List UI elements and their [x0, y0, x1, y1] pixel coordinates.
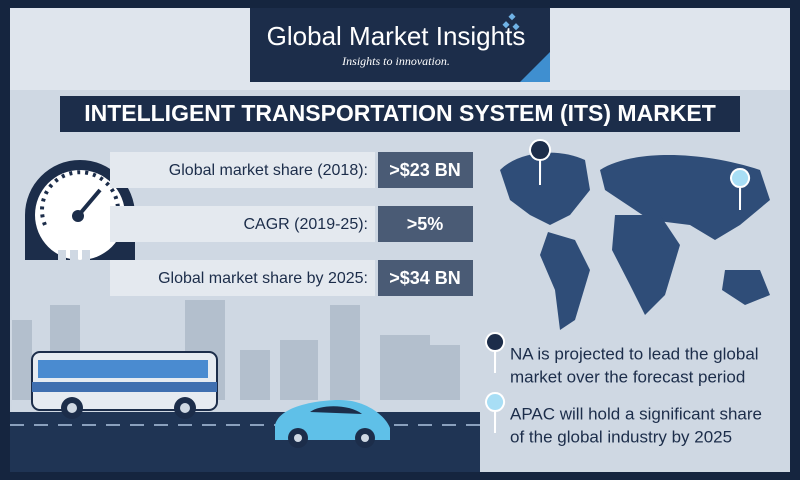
stat-label-box [110, 260, 375, 296]
stat-label: CAGR (2019-25): [244, 216, 369, 233]
stat-label: Global market share (2018): [169, 162, 368, 179]
note-line: market over the forecast period [510, 367, 745, 386]
title-band [60, 96, 740, 132]
logo-corner [520, 52, 550, 82]
note-pin [485, 332, 506, 374]
note-line: NA is projected to lead the global [510, 344, 759, 363]
stat-value: >$34 BN [389, 268, 461, 288]
tagline: Insights to innovation. [341, 54, 450, 68]
stats: Global market share (2018): >$23 BN CAGR (… [110, 152, 473, 296]
note-line: of the global industry by 2025 [510, 427, 732, 446]
stat-value-box [378, 206, 473, 242]
bus [31, 351, 218, 419]
note-pin [485, 392, 506, 434]
stat-value-box [378, 260, 473, 296]
stat-value: >5% [407, 214, 444, 234]
stat-value: >$23 BN [389, 160, 461, 180]
world-map [500, 152, 770, 330]
stat-value-box [378, 152, 473, 188]
notes: NA is projected to lead the global market… [485, 332, 762, 446]
stat-label-box [110, 206, 375, 242]
logo-box [250, 8, 550, 82]
brand: Global Market Insights [267, 21, 526, 51]
note-line: APAC will hold a significant share [510, 404, 762, 423]
stat-label-box [110, 152, 375, 188]
title: INTELLIGENT TRANSPORTATION SYSTEM (ITS) … [84, 100, 716, 126]
road [10, 412, 480, 472]
logo-dots [502, 13, 520, 31]
stat-label: Global market share by 2025: [158, 270, 368, 287]
map-pins [529, 139, 751, 211]
speedometer [24, 159, 136, 260]
car [275, 400, 390, 448]
